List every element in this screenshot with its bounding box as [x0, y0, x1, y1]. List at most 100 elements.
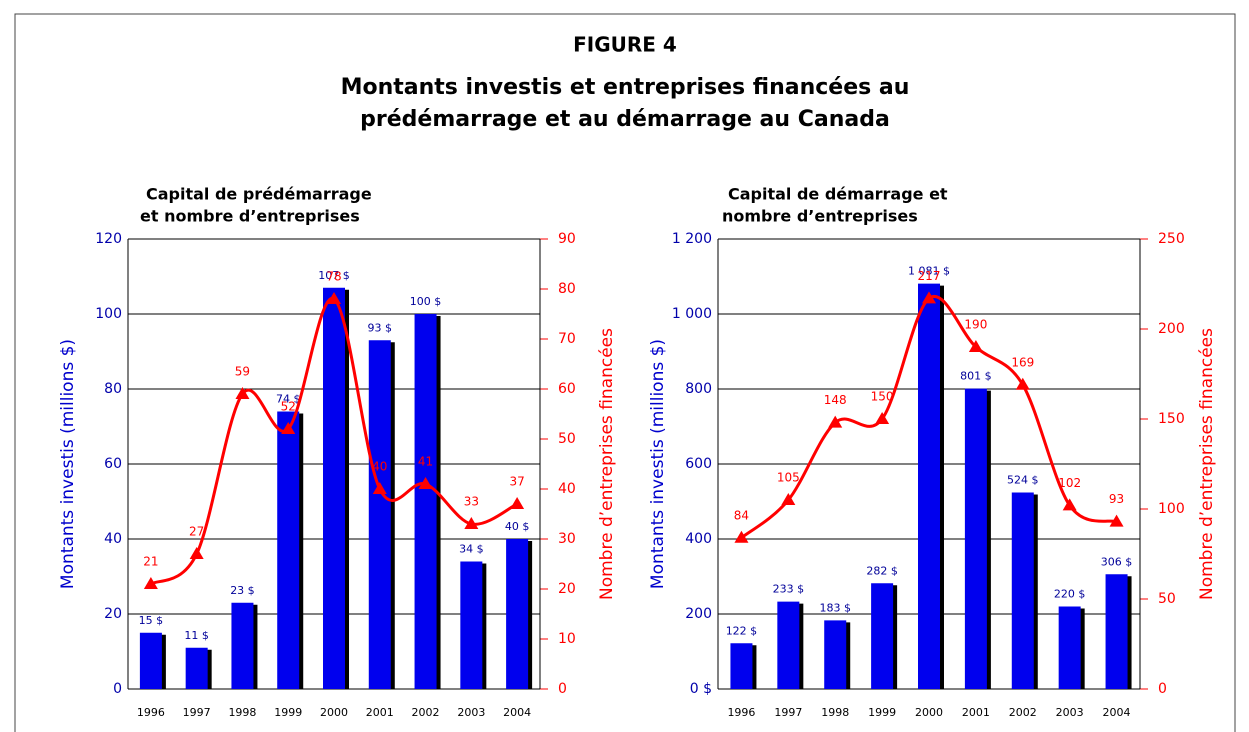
bar — [871, 583, 894, 689]
y-tick-label: 400 — [685, 531, 712, 547]
x-tick-label: 2000 — [915, 706, 943, 719]
y-tick-label: 800 — [685, 381, 712, 397]
bar-value-label: 524 $ — [1007, 474, 1039, 487]
line-marker — [1062, 498, 1077, 511]
y-tick-label: 80 — [104, 381, 122, 397]
y-tick-label: 0 $ — [690, 681, 712, 697]
bar-value-label: 183 $ — [819, 601, 851, 614]
x-tick-label: 1998 — [821, 706, 849, 719]
bar — [730, 643, 753, 689]
y-tick-label: 60 — [104, 456, 122, 472]
line-value-label: 93 — [1109, 492, 1124, 506]
line-value-label: 33 — [464, 495, 479, 509]
y2-tick-label: 50 — [1158, 591, 1176, 607]
bar-value-label: 74 $ — [276, 393, 301, 406]
bar-value-label: 23 $ — [230, 584, 255, 597]
bar — [460, 561, 483, 689]
bar — [414, 314, 437, 689]
line-value-label: 37 — [509, 475, 524, 489]
line-marker — [734, 530, 749, 543]
line-marker — [828, 415, 843, 428]
y2-tick-label: 0 — [1158, 681, 1167, 697]
bar — [323, 287, 345, 689]
line-value-label: 52 — [281, 400, 296, 414]
line-marker — [1015, 377, 1030, 390]
y2-tick-label: 50 — [558, 431, 576, 447]
x-tick-label: 2003 — [457, 706, 485, 719]
x-tick-label: 2002 — [1009, 706, 1037, 719]
y-axis-label: Montants investis (millions $) — [58, 339, 78, 589]
line-marker — [143, 577, 158, 589]
y2-tick-label: 90 — [558, 231, 576, 247]
x-tick-label: 1997 — [774, 706, 802, 719]
line-marker — [1109, 514, 1124, 527]
line-value-label: 27 — [189, 525, 204, 539]
y2-tick-label: 0 — [558, 681, 567, 697]
bar-value-label: 1 081 $ — [908, 265, 950, 278]
y2-tick-label: 30 — [558, 531, 576, 547]
y-tick-label: 1 200 — [672, 231, 712, 247]
bar — [777, 601, 800, 689]
chart-title: nombre d’entreprises — [722, 207, 918, 226]
x-tick-label: 1998 — [228, 706, 256, 719]
y-tick-label: 100 — [95, 306, 122, 322]
bar-value-label: 93 $ — [368, 321, 393, 334]
line-marker — [281, 422, 296, 434]
y2-axis-label: Nombre d’entreprises financées — [1197, 328, 1217, 600]
bar — [368, 340, 391, 689]
bar-value-label: 801 $ — [960, 370, 992, 383]
line-marker — [464, 517, 479, 529]
bar — [1011, 492, 1034, 689]
figure-title: Montants investis et entreprises financé… — [341, 75, 910, 100]
line-value-label: 84 — [734, 508, 749, 522]
x-tick-label: 2001 — [962, 706, 990, 719]
y-tick-label: 1 000 — [672, 306, 712, 322]
y2-tick-label: 200 — [1158, 321, 1185, 337]
y-tick-label: 40 — [104, 531, 122, 547]
bar-value-label: 107 $ — [318, 269, 350, 282]
y2-tick-label: 20 — [558, 581, 576, 597]
y2-tick-label: 100 — [1158, 501, 1185, 517]
line-value-label: 21 — [143, 555, 158, 569]
bar — [185, 647, 208, 689]
chart-title: Capital de démarrage et — [728, 185, 948, 204]
line-value-label: 78 — [326, 270, 341, 284]
bar-value-label: 233 $ — [773, 583, 805, 596]
line-value-label: 150 — [871, 390, 894, 404]
bar — [139, 632, 162, 689]
x-tick-label: 2004 — [1103, 706, 1131, 719]
chart-title: Capital de prédémarrage — [146, 185, 372, 204]
line-marker — [922, 291, 936, 304]
chart-title: et nombre d’entreprises — [140, 207, 360, 226]
line-marker — [418, 477, 433, 489]
line-value-label: 190 — [964, 318, 987, 332]
y-tick-label: 20 — [104, 606, 122, 622]
x-tick-label: 2000 — [320, 706, 348, 719]
bar — [1058, 606, 1081, 689]
x-tick-label: 1996 — [727, 706, 755, 719]
line-value-label: 148 — [824, 393, 847, 407]
bar — [824, 620, 847, 689]
bar-value-label: 40 $ — [505, 520, 530, 533]
figure-label: FIGURE 4 — [573, 33, 677, 57]
y2-tick-label: 80 — [558, 281, 576, 297]
y-tick-label: 600 — [685, 456, 712, 472]
line-marker — [235, 387, 250, 399]
y2-tick-label: 250 — [1158, 231, 1185, 247]
bar — [964, 388, 987, 689]
x-tick-label: 1999 — [274, 706, 302, 719]
y2-tick-label: 60 — [558, 381, 576, 397]
line-value-label: 169 — [1011, 355, 1034, 369]
bar-value-label: 11 $ — [184, 629, 209, 642]
bar-value-label: 220 $ — [1054, 588, 1086, 601]
x-tick-label: 2002 — [412, 706, 440, 719]
line-marker — [510, 497, 525, 509]
bar-value-label: 34 $ — [459, 543, 484, 556]
y-axis-label: Montants investis (millions $) — [648, 339, 668, 589]
y2-tick-label: 40 — [558, 481, 576, 497]
bar-value-label: 282 $ — [866, 564, 898, 577]
line-marker — [781, 493, 796, 505]
line-value-label: 41 — [418, 455, 433, 469]
bar-value-label: 15 $ — [139, 614, 164, 627]
